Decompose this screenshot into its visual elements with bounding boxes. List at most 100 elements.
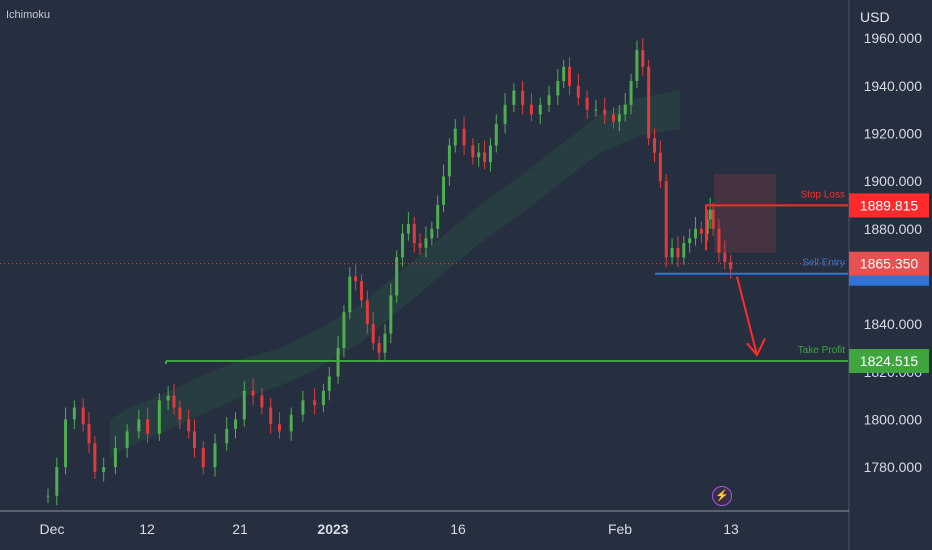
candle-body <box>538 104 542 115</box>
time-axis-tick: Feb <box>608 521 632 537</box>
candle-body <box>93 443 97 472</box>
ichimoku-cloud <box>110 90 680 458</box>
candle-body <box>483 152 487 163</box>
candle-body <box>313 400 317 406</box>
candle-body <box>576 85 580 98</box>
price-axis-tick: 1800.000 <box>864 411 923 427</box>
candle-body <box>377 343 381 353</box>
candle-body <box>529 104 533 115</box>
candle-body <box>72 407 76 420</box>
candle-body <box>585 97 589 110</box>
candle-body <box>664 181 668 258</box>
candle-body <box>494 123 498 146</box>
candle-body <box>178 407 182 420</box>
candle-body <box>594 109 598 111</box>
candle-body <box>436 204 440 229</box>
candle-body <box>81 407 85 425</box>
take-profit-label: Take Profit <box>798 345 845 356</box>
price-axis-tick: 1960.000 <box>864 30 923 46</box>
candle-body <box>113 448 117 468</box>
candle-body <box>64 419 68 468</box>
time-axis-tick: 13 <box>723 521 739 537</box>
candle-body <box>395 257 399 296</box>
candle-body <box>406 224 410 234</box>
ichimoku-cloud-bearish <box>714 173 776 253</box>
price-axis-tick: 1880.000 <box>864 221 923 237</box>
candle-body <box>711 209 715 229</box>
candle-body <box>55 467 59 496</box>
candle-body <box>193 431 196 449</box>
time-axis-tick: 16 <box>450 521 466 537</box>
candle-body <box>342 312 346 348</box>
candle-body <box>137 419 141 432</box>
candle-body <box>125 431 129 449</box>
candle-body <box>647 66 651 139</box>
candle-body <box>705 219 709 234</box>
take-profit-badge <box>849 349 929 374</box>
time-axis-tick: 12 <box>139 521 155 537</box>
candle-body <box>512 90 516 105</box>
candle-body <box>653 138 657 153</box>
candle-body <box>213 443 217 468</box>
sell-entry-label: Sell Entry <box>802 258 845 269</box>
candle-body <box>477 152 481 158</box>
candle-body <box>708 209 712 220</box>
stop-loss-label: Stop Loss <box>801 189 845 200</box>
stop-loss-line <box>705 204 848 251</box>
price-axis-currency: USD <box>860 9 890 25</box>
candle-body <box>383 333 387 353</box>
candle-body <box>568 66 572 86</box>
candle-body <box>635 50 639 82</box>
candle-body <box>676 247 680 258</box>
price-axis-tick: 1920.000 <box>864 125 923 141</box>
candle-body <box>371 324 375 344</box>
time-axis-tick: 2023 <box>317 521 348 537</box>
candle-body <box>442 176 446 205</box>
candle-body <box>521 90 525 105</box>
time-axis-tick: 21 <box>232 521 248 537</box>
candle-body <box>321 390 325 406</box>
candle-body <box>424 238 428 248</box>
candle-body <box>447 145 451 177</box>
candle-body <box>603 109 607 115</box>
current-price-badge-text: 1865.350 <box>860 256 919 272</box>
candle-body <box>46 495 50 497</box>
price-axis-tick: 1940.000 <box>864 78 923 94</box>
candle-body <box>729 262 733 270</box>
candle-body <box>172 395 176 408</box>
candle-body <box>187 419 191 432</box>
candle-body <box>658 152 662 182</box>
candle-body <box>462 128 466 146</box>
candle-body <box>418 243 422 248</box>
lightning-event-icon[interactable]: ⚡ <box>712 486 732 506</box>
candle-body <box>688 238 692 244</box>
candle-body <box>102 467 106 472</box>
candle-body <box>562 66 566 82</box>
candle-body <box>354 276 358 282</box>
candle-body <box>682 243 686 258</box>
indicator-legend[interactable]: Ichimoku <box>6 9 51 21</box>
candle-body <box>260 395 264 408</box>
candle-body <box>717 228 721 253</box>
candle-body <box>412 224 416 244</box>
candle-body <box>623 104 627 115</box>
candle-body <box>301 400 305 415</box>
price-axis-tick: 1780.000 <box>864 459 923 475</box>
candle-body <box>166 395 170 401</box>
candle-body <box>629 81 633 105</box>
projection-arrow-head <box>746 337 766 357</box>
stop-loss-badge <box>849 193 929 218</box>
candle-body <box>269 407 273 425</box>
candle-body <box>87 424 91 444</box>
candle-body <box>503 104 507 124</box>
current-price-badge <box>849 251 929 276</box>
candle-body <box>225 428 229 444</box>
candle-body <box>234 419 238 429</box>
candle-body <box>471 145 475 158</box>
candle-body <box>488 145 492 163</box>
candle-body <box>617 114 621 122</box>
candle-body <box>611 114 615 122</box>
candle-body <box>365 300 369 325</box>
candle-body <box>277 424 281 432</box>
